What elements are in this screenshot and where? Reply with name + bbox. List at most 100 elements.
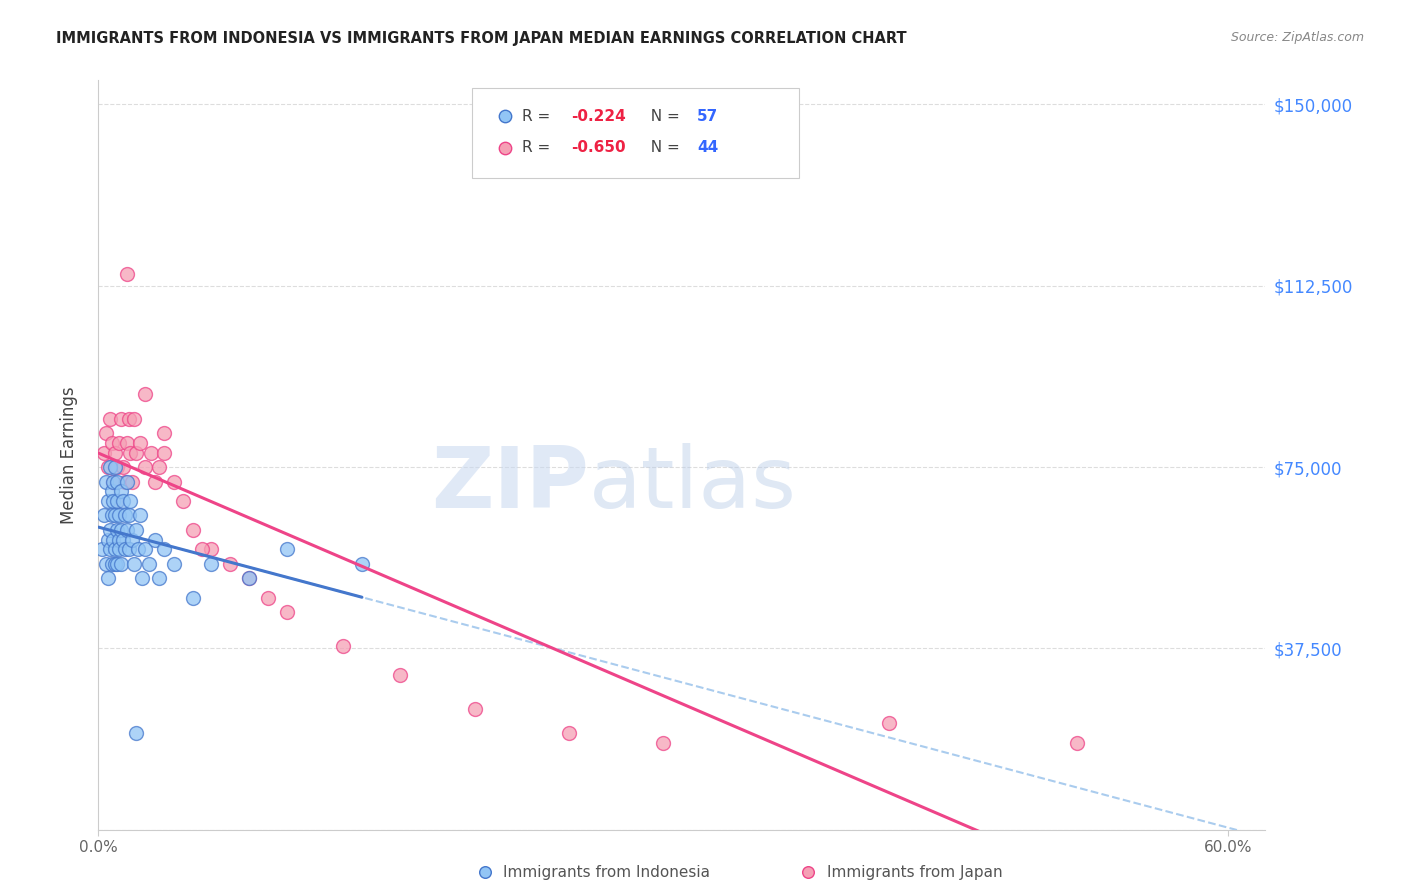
Point <box>128 435 150 450</box>
Text: -0.224: -0.224 <box>571 109 626 124</box>
Point <box>98 460 121 475</box>
Point <box>111 533 134 547</box>
Point <box>163 475 186 489</box>
Point <box>143 475 166 489</box>
Point <box>94 557 117 571</box>
Point <box>148 460 170 475</box>
Point <box>104 460 127 475</box>
Point <box>127 542 149 557</box>
Point <box>117 542 139 557</box>
Text: -0.650: -0.650 <box>571 140 626 155</box>
Point <box>105 475 128 489</box>
Point <box>163 557 186 571</box>
Point <box>200 542 222 557</box>
Point <box>105 493 128 508</box>
Point <box>238 571 260 585</box>
Point <box>97 493 120 508</box>
Point <box>104 508 127 523</box>
Point <box>143 533 166 547</box>
Point <box>108 542 131 557</box>
Point <box>105 523 128 537</box>
Text: Source: ZipAtlas.com: Source: ZipAtlas.com <box>1230 31 1364 45</box>
Point <box>652 735 675 749</box>
Point <box>120 493 142 508</box>
Point <box>111 493 134 508</box>
Y-axis label: Median Earnings: Median Earnings <box>59 386 77 524</box>
Point <box>125 523 148 537</box>
Point <box>128 508 150 523</box>
Point <box>122 411 145 425</box>
Point <box>94 426 117 441</box>
Text: R =: R = <box>522 109 555 124</box>
Text: ZIP: ZIP <box>430 443 589 526</box>
Text: N =: N = <box>641 109 685 124</box>
Point <box>108 508 131 523</box>
Point <box>114 542 136 557</box>
Point <box>172 493 194 508</box>
Point <box>1066 735 1088 749</box>
Point <box>742 822 765 837</box>
Point <box>191 542 214 557</box>
Point <box>93 508 115 523</box>
Point <box>103 493 125 508</box>
Point <box>121 475 143 489</box>
Point <box>238 571 260 585</box>
Point <box>115 475 138 489</box>
Point <box>97 533 120 547</box>
Text: N =: N = <box>641 140 685 155</box>
Point <box>114 475 136 489</box>
Point <box>100 508 122 523</box>
Point <box>100 557 122 571</box>
Point <box>110 411 132 425</box>
Point <box>464 702 486 716</box>
Point <box>139 445 162 459</box>
Point <box>153 426 176 441</box>
Point <box>138 557 160 571</box>
Text: 44: 44 <box>697 140 718 155</box>
Text: 57: 57 <box>697 109 718 124</box>
Point <box>742 822 765 837</box>
Point <box>200 557 222 571</box>
Point <box>181 523 204 537</box>
Point <box>105 460 128 475</box>
Point <box>110 523 132 537</box>
Point <box>115 523 138 537</box>
Text: R =: R = <box>522 140 555 155</box>
Point <box>115 435 138 450</box>
Point <box>219 557 242 571</box>
Point <box>276 605 298 619</box>
Point <box>105 493 128 508</box>
Point <box>350 557 373 571</box>
Point <box>148 571 170 585</box>
Point <box>134 542 156 557</box>
Point <box>120 445 142 459</box>
Point <box>1170 822 1192 837</box>
Point <box>105 557 128 571</box>
Point <box>153 542 176 557</box>
Text: IMMIGRANTS FROM INDONESIA VS IMMIGRANTS FROM JAPAN MEDIAN EARNINGS CORRELATION C: IMMIGRANTS FROM INDONESIA VS IMMIGRANTS … <box>56 31 907 46</box>
Point <box>115 267 138 281</box>
Point <box>134 460 156 475</box>
Point <box>108 435 131 450</box>
Point <box>93 445 115 459</box>
Point <box>108 533 131 547</box>
Point <box>104 445 127 459</box>
Text: Immigrants from Indonesia: Immigrants from Indonesia <box>503 865 710 880</box>
Point <box>121 533 143 547</box>
Point <box>877 716 900 731</box>
Point <box>103 475 125 489</box>
Point <box>97 571 120 585</box>
FancyBboxPatch shape <box>472 87 799 178</box>
Point <box>103 533 125 547</box>
Point <box>122 557 145 571</box>
Point <box>98 542 121 557</box>
Point <box>91 542 114 557</box>
Point <box>558 726 581 740</box>
Point <box>131 571 153 585</box>
Point <box>97 460 120 475</box>
Point <box>125 445 148 459</box>
Point <box>111 460 134 475</box>
Text: Immigrants from Japan: Immigrants from Japan <box>827 865 1002 880</box>
Point <box>110 557 132 571</box>
Point <box>117 411 139 425</box>
